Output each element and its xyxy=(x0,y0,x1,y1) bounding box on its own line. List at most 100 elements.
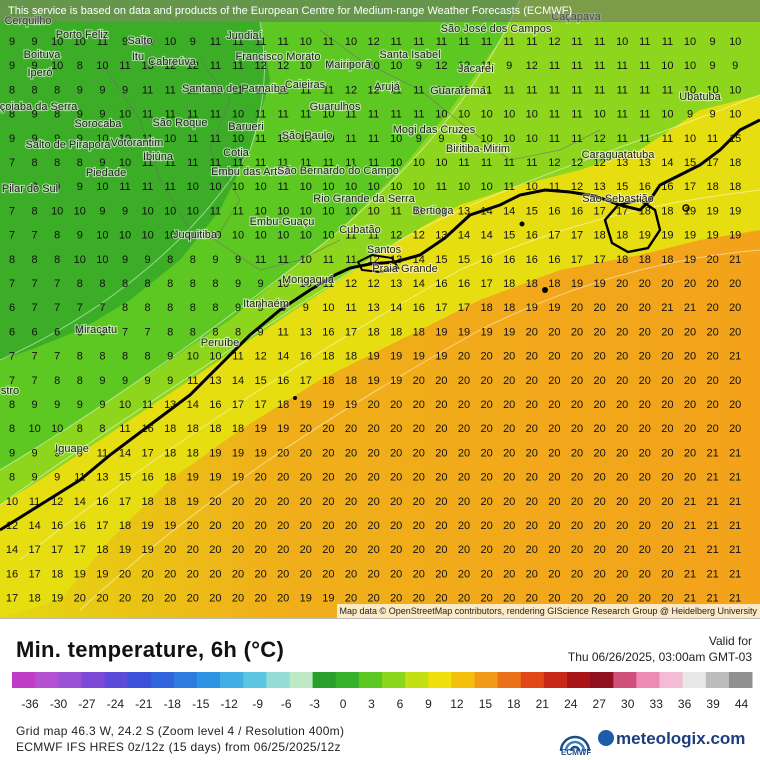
grid-value: 20 xyxy=(593,472,605,484)
grid-value: 7 xyxy=(9,375,15,387)
grid-value: 19 xyxy=(300,593,312,605)
grid-value: 11 xyxy=(119,181,130,193)
valid-time[interactable]: Thu 06/26/2025, 03:00am GMT-03 xyxy=(567,650,752,664)
grid-value: 17 xyxy=(51,544,63,556)
grid-value: 9 xyxy=(280,302,286,314)
grid-value: 17 xyxy=(141,447,153,459)
grid-value: 20 xyxy=(616,326,628,338)
grid-value: 18 xyxy=(28,593,40,605)
grid-value: 20 xyxy=(593,302,605,314)
grid-value: 9 xyxy=(416,60,422,72)
grid-value: 20 xyxy=(639,447,651,459)
grid-value: 11 xyxy=(639,133,650,145)
grid-value: 10 xyxy=(187,351,199,363)
grid-value: 12 xyxy=(51,496,63,508)
grid-value: 18 xyxy=(345,375,357,387)
scale-label: -15 xyxy=(192,697,210,711)
grid-value: 10 xyxy=(51,36,63,48)
city-label: Sorocaba xyxy=(74,118,122,130)
grid-value: 10 xyxy=(300,181,312,193)
grid-value: 8 xyxy=(167,254,173,266)
grid-value: 20 xyxy=(503,447,515,459)
grid-value: 20 xyxy=(706,375,718,387)
grid-value: 20 xyxy=(300,520,312,532)
grid-value: 18 xyxy=(639,205,651,217)
grid-value: 11 xyxy=(390,205,401,217)
grid-value: 10 xyxy=(141,230,153,242)
grid-value: 14 xyxy=(28,520,40,532)
grid-value: 8 xyxy=(9,399,15,411)
grid-value: 17 xyxy=(300,375,312,387)
grid-value: 20 xyxy=(684,375,696,387)
ecmwf-logo-icon[interactable] xyxy=(557,730,593,756)
grid-value: 20 xyxy=(209,544,221,556)
city-label: Arujá xyxy=(374,81,401,93)
grid-value: 20 xyxy=(661,326,673,338)
grid-value: 12 xyxy=(277,60,289,72)
scale-swatch xyxy=(613,672,637,688)
grid-value: 20 xyxy=(390,447,402,459)
city-label: Santa Isabel xyxy=(379,49,440,61)
grid-value: 10 xyxy=(367,205,379,217)
grid-value: 8 xyxy=(235,326,241,338)
grid-value: 10 xyxy=(661,60,673,72)
grid-value: 6 xyxy=(54,326,60,338)
grid-value: 8 xyxy=(190,278,196,290)
grid-value: 18 xyxy=(51,568,63,580)
grid-value: 20 xyxy=(345,544,357,556)
city-label: Jundiaí xyxy=(226,30,261,42)
grid-value: 16 xyxy=(548,254,560,266)
grid-value: 16 xyxy=(141,472,153,484)
grid-value: 9 xyxy=(438,133,444,145)
grid-value: 10 xyxy=(119,399,131,411)
island-dot xyxy=(519,221,525,227)
grid-value: 17 xyxy=(435,302,447,314)
grid-value: 18 xyxy=(503,278,515,290)
grid-value: 19 xyxy=(345,399,357,411)
grid-value: 9 xyxy=(258,326,264,338)
grid-value: 19 xyxy=(526,302,538,314)
scale-swatch xyxy=(451,672,475,688)
weather-map[interactable]: 9 9 10 10 11 9 10 10 9 11 11 11 11 10 11 10 12 11 11 11 11 11… xyxy=(0,0,760,618)
meteologix-logo[interactable]: meteologix.com xyxy=(598,729,745,749)
grid-value: 20 xyxy=(706,399,718,411)
grid-value: 20 xyxy=(458,472,470,484)
grid-value: 14 xyxy=(390,302,402,314)
grid-value: 10 xyxy=(232,230,244,242)
grid-value: 9 xyxy=(9,133,15,145)
grid-value: 8 xyxy=(145,278,151,290)
grid-value: 10 xyxy=(232,133,244,145)
grid-value: 11 xyxy=(481,84,492,96)
grid-value: 11 xyxy=(300,157,311,169)
grid-value: 19 xyxy=(435,326,447,338)
grid-value: 8 xyxy=(99,351,105,363)
grid-value: 9 xyxy=(32,109,38,121)
grid-value: 20 xyxy=(548,544,560,556)
grid-value: 20 xyxy=(390,423,402,435)
city-label: Cabreúva xyxy=(148,56,197,68)
city-label: stro xyxy=(1,385,19,397)
grid-value: 18 xyxy=(413,326,425,338)
grid-value: 20 xyxy=(367,423,379,435)
grid-value: 20 xyxy=(639,593,651,605)
grid-value: 11 xyxy=(142,84,153,96)
grid-value: 20 xyxy=(164,568,176,580)
scale-swatch xyxy=(12,672,36,688)
grid-value: 7 xyxy=(32,302,38,314)
grid-value: 8 xyxy=(9,472,15,484)
grid-value: 18 xyxy=(164,423,176,435)
scale-swatch xyxy=(474,672,499,688)
grid-value: 10 xyxy=(526,109,538,121)
grid-value: 9 xyxy=(461,133,467,145)
grid-value: 20 xyxy=(503,496,515,508)
grid-value: 20 xyxy=(209,593,221,605)
city-label: Araçoiaba da Serra xyxy=(0,101,78,113)
scale-swatch xyxy=(127,672,152,688)
grid-value: 20 xyxy=(639,520,651,532)
grid-value: 20 xyxy=(571,496,583,508)
grid-value: 20 xyxy=(164,593,176,605)
scale-label: -9 xyxy=(252,697,263,711)
scale-swatch xyxy=(520,672,545,688)
meteologix-icon xyxy=(598,730,614,746)
grid-value: 10 xyxy=(684,133,696,145)
